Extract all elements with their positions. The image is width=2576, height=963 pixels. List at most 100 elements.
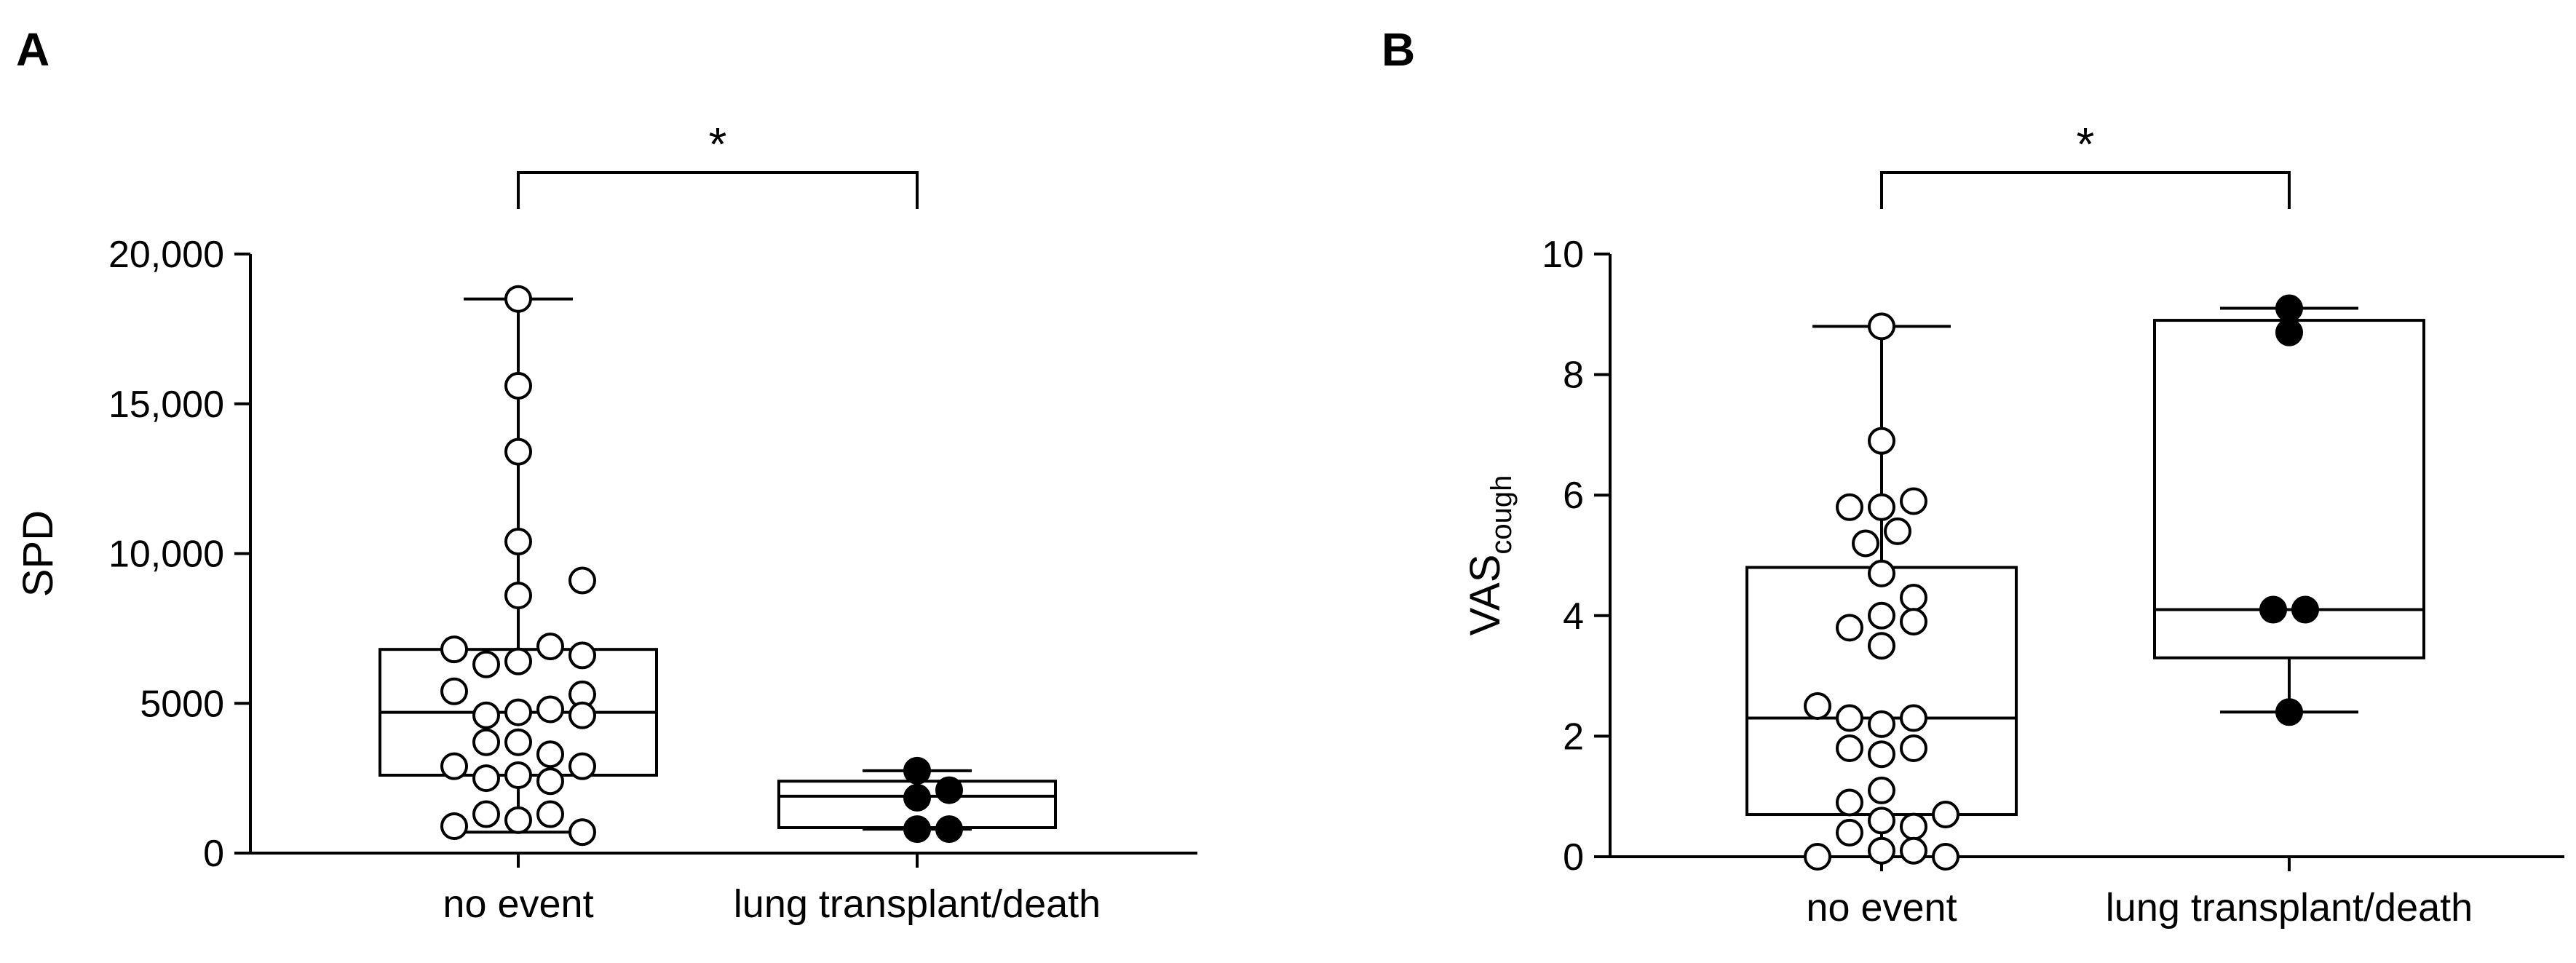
data-point	[536, 633, 564, 661]
significance-marker: *	[709, 118, 727, 170]
data-point	[1868, 836, 1895, 865]
data-point	[536, 800, 564, 828]
panel-label: B	[1382, 23, 1415, 76]
y-axis-label-main: VAS	[1462, 555, 1509, 636]
data-point	[903, 756, 931, 785]
y-tick-label: 10,000	[108, 534, 224, 576]
panel-label: A	[16, 23, 49, 76]
data-point	[2275, 294, 2303, 322]
y-tick-label: 4	[1563, 595, 1584, 638]
data-point	[504, 285, 532, 313]
group-lung-transplant-death	[777, 756, 1057, 844]
data-point	[472, 764, 500, 793]
data-point	[504, 647, 532, 675]
data-point	[1836, 704, 1863, 732]
data-point	[1868, 427, 1895, 455]
x-tick-label: no event	[1806, 886, 1957, 930]
data-point	[2275, 698, 2303, 726]
data-point	[903, 783, 931, 812]
panel-a: A 0 5000 10,000 15,000 20,000 SPD no event lung …	[15, 23, 1197, 926]
data-point	[1900, 608, 1927, 636]
data-point	[472, 728, 500, 756]
y-tick-label: 0	[203, 833, 224, 875]
data-point	[1932, 801, 1959, 829]
data-point	[1836, 493, 1863, 521]
box	[2153, 319, 2425, 659]
y-tick-label: 5000	[140, 683, 224, 725]
data-point	[903, 815, 931, 844]
data-point	[1884, 517, 1911, 545]
data-point	[935, 815, 963, 844]
data-point	[2259, 595, 2287, 624]
data-point	[536, 767, 564, 796]
data-point	[440, 677, 468, 705]
data-point	[1900, 734, 1927, 762]
data-point	[1868, 493, 1895, 521]
y-tick-label: 2	[1563, 716, 1584, 758]
data-point	[2291, 595, 2319, 624]
x-tick-label: no event	[443, 882, 593, 926]
data-point	[568, 641, 596, 670]
data-point	[1852, 529, 1879, 558]
y-axis-label-sub: cough	[1486, 475, 1518, 555]
data-point	[1868, 559, 1895, 587]
data-point	[1868, 807, 1895, 835]
data-point	[472, 650, 500, 678]
y-tick-label: 10	[1542, 234, 1584, 276]
group-lung-transplant-death	[2153, 294, 2425, 726]
data-point	[935, 776, 963, 804]
data-point	[1900, 836, 1927, 865]
data-point	[1836, 734, 1863, 762]
data-point	[1868, 632, 1895, 660]
data-point	[536, 740, 564, 769]
data-point	[536, 695, 564, 724]
data-point	[1868, 776, 1895, 804]
data-point	[1836, 818, 1863, 847]
data-point	[504, 437, 532, 466]
data-point	[504, 698, 532, 726]
group-no-event	[379, 285, 658, 847]
group-no-event	[1745, 312, 2018, 871]
data-point	[504, 582, 532, 610]
data-point	[440, 635, 468, 664]
y-tick-label: 15,000	[108, 384, 224, 426]
panel-b: B 0 2 4 6 8 10 VAScough no event lung transplant/…	[1382, 23, 2564, 930]
data-point	[1868, 710, 1895, 738]
data-point	[1836, 614, 1863, 642]
y-axis-label-main: SPD	[15, 510, 62, 597]
y-axis-label: VAScough	[1462, 475, 1518, 636]
data-point	[440, 752, 468, 780]
data-point	[504, 528, 532, 556]
data-point	[504, 728, 532, 756]
y-tick-label: 20,000	[108, 234, 224, 276]
data-point	[1900, 583, 1927, 611]
x-tick-label: lung transplant/death	[2106, 886, 2473, 930]
data-point	[1868, 601, 1895, 630]
significance-bracket	[1880, 171, 2291, 209]
y-axis-label: SPD	[15, 510, 62, 597]
data-point	[568, 566, 596, 595]
data-point	[1804, 692, 1831, 720]
data-point	[1836, 788, 1863, 817]
data-point	[568, 752, 596, 780]
y-tick-label: 8	[1563, 354, 1584, 397]
data-point	[504, 761, 532, 790]
data-point	[472, 701, 500, 729]
data-point	[1900, 487, 1927, 515]
data-point	[504, 806, 532, 834]
data-point	[1900, 704, 1927, 732]
data-point	[568, 701, 596, 729]
data-point	[1804, 843, 1831, 871]
data-point	[2275, 318, 2303, 346]
data-point	[1868, 312, 1895, 341]
x-tick-label: lung transplant/death	[734, 882, 1101, 926]
data-point	[568, 818, 596, 847]
data-point	[472, 800, 500, 828]
data-point	[1900, 812, 1927, 841]
data-point	[1932, 843, 1959, 871]
y-tick-label: 0	[1563, 836, 1584, 879]
data-point	[504, 372, 532, 400]
data-point	[1868, 740, 1895, 769]
y-tick-label: 6	[1563, 475, 1584, 517]
